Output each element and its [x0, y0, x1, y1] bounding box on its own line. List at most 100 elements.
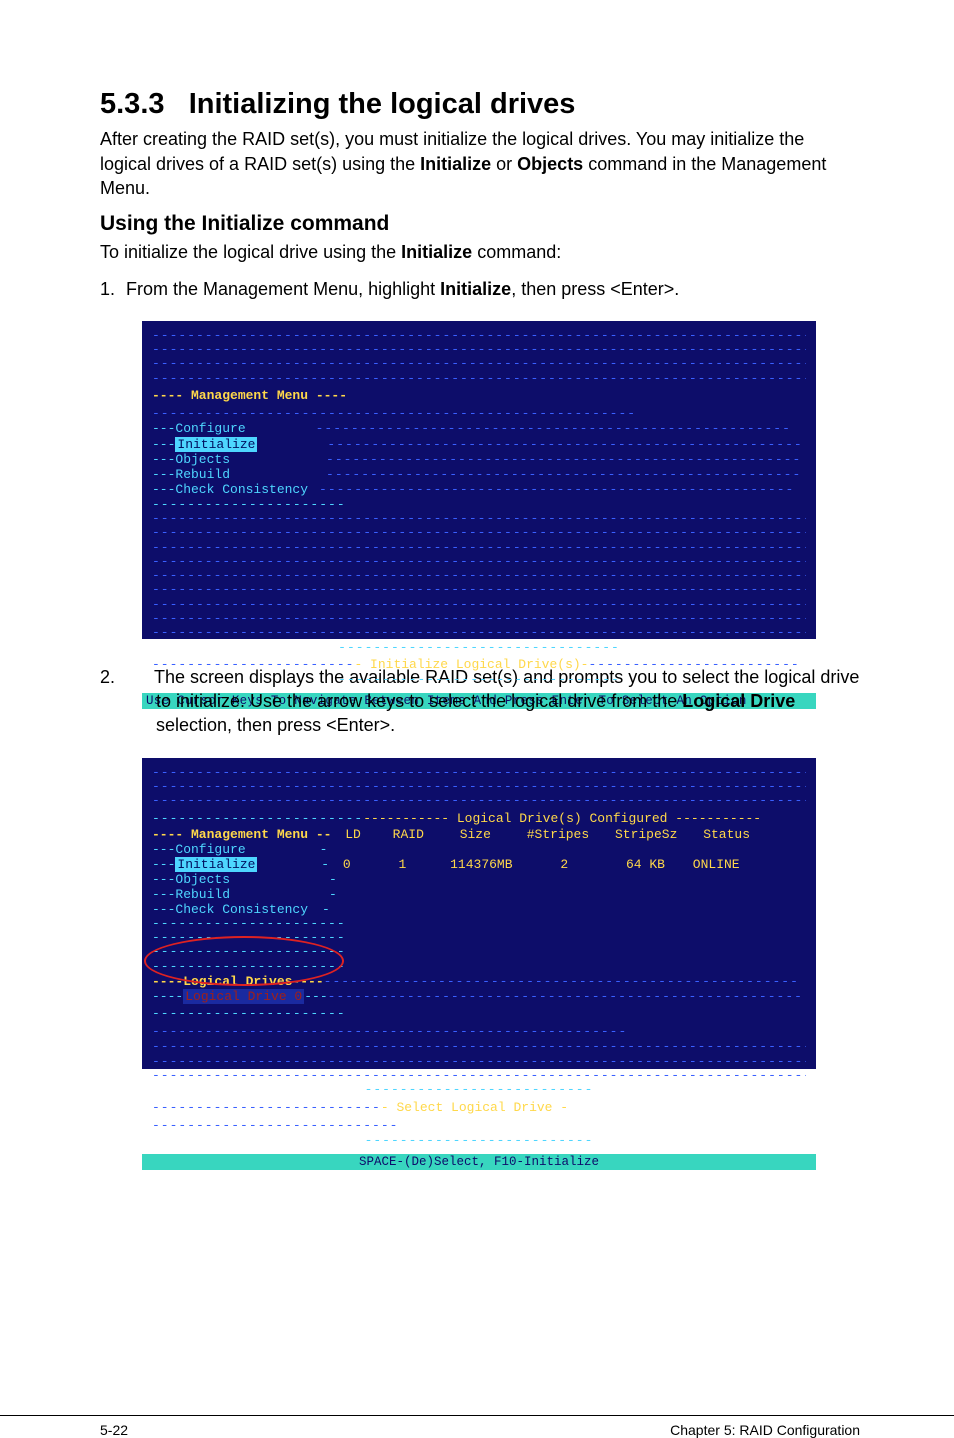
deco-line: ----------------------------	[152, 1118, 398, 1133]
heading-title: Initializing the logical drives	[189, 88, 576, 120]
sub-intro-bold: Initialize	[401, 242, 472, 262]
col-raid: RAID	[393, 827, 424, 842]
deco-line: ----------------------------------------…	[326, 452, 801, 467]
menu-objects-text: ---Objects	[152, 452, 230, 467]
deco-line: ----------------------	[152, 917, 806, 931]
menu-rebuild-text: ---Rebuild	[152, 467, 230, 482]
menu-check-text: ---Check Consistency	[152, 482, 308, 497]
ldrive0-text: Logical Drive 0	[183, 989, 304, 1004]
deco-line: ----------------------------------------…	[152, 541, 806, 555]
terminal-screenshot-2: ----------------------------------------…	[140, 756, 818, 1071]
deco-line: ----------------------------------------…	[152, 372, 806, 386]
col-size: Size	[460, 827, 491, 842]
deco-line: ----------------------------------------…	[152, 512, 806, 526]
terminal-2-inner: ----------------------------------------…	[142, 758, 816, 1154]
menu-configure-text: ---Configure	[152, 842, 246, 857]
deco-line: ----------------------------------------…	[327, 437, 802, 452]
deco-line: --------------------------	[152, 1083, 806, 1097]
deco-line: ----------------------------------------…	[152, 343, 806, 357]
heading-number: 5.3.3	[100, 88, 165, 120]
page: 5.3.3 Initializing the logical drives Af…	[0, 0, 954, 1400]
banner-row-2: --------------------------- Select Logic…	[152, 1098, 806, 1134]
col-status: Status	[703, 827, 750, 842]
col-nstripes: #Stripes	[527, 827, 589, 842]
deco-line: ----------------------------------------…	[152, 626, 806, 640]
sub-intro-before: To initialize the logical drive using th…	[100, 242, 401, 262]
menu-item-rebuild: ---Rebuild-	[152, 887, 806, 902]
deco-line: ----------------------------------------…	[324, 974, 799, 989]
menu-item-configure: ---Configure ----------------------------…	[152, 421, 806, 436]
deco-line: ----------------------------------------…	[316, 421, 791, 436]
step-1: 1.From the Management Menu, highlight In…	[100, 277, 860, 301]
sub-heading: Using the Initialize command	[100, 212, 860, 236]
menu-rebuild-text: ---Rebuild	[152, 887, 230, 902]
section-heading: 5.3.3 Initializing the logical drives	[100, 88, 860, 121]
deco-line: ----------------------------------------…	[152, 406, 636, 421]
deco-line: ----------------------------------------…	[152, 329, 806, 343]
menu-block: ---- Management Menu ---- ---------------…	[152, 386, 806, 421]
deco-line: ----------------------------------------…	[152, 1024, 627, 1039]
menu-item-objects: ---Objects ------------------------------…	[152, 452, 806, 467]
deco-line: ------------------------	[588, 657, 799, 672]
step1-after: , then press <Enter>.	[511, 279, 679, 299]
menu-item-rebuild: ---Rebuild ------------------------------…	[152, 467, 806, 482]
deco-line: ----------------------------------------…	[152, 1055, 806, 1069]
menu-initialize-selected: Initialize	[175, 437, 257, 452]
menu-title: ---- Management Menu ----	[152, 388, 347, 403]
menu-item-configure: ---Configure-	[152, 842, 806, 857]
cell-nstripes: 2	[560, 857, 568, 872]
cell-ld: 0	[343, 857, 351, 872]
sub-intro-after: command:	[472, 242, 561, 262]
deco-line: ----------------------	[152, 498, 806, 512]
intro-bold-objects: Objects	[517, 154, 583, 174]
page-footer: 5-22 Chapter 5: RAID Configuration	[0, 1415, 954, 1438]
deco-line: ----------------------------------------…	[328, 989, 803, 1004]
row-w-deco: ----------------------------------------…	[152, 1004, 806, 1040]
deco-line: ----------------------------------------…	[152, 780, 806, 794]
logical-drive-0: ----Logical Drive 0---------------------…	[152, 989, 806, 1004]
banner-row: ------------------------ Initialize Logi…	[152, 655, 806, 673]
menu-objects-text: ---Objects	[152, 872, 230, 887]
menu-item-initialize: ---Initialize---------------------------…	[152, 437, 806, 452]
intro-bold-initialize: Initialize	[420, 154, 491, 174]
footer-page-number: 5-22	[100, 1422, 128, 1438]
table-row: ---Initialize - 0 1 114376MB 2 64 KB ONL…	[152, 857, 806, 872]
menu-item-objects: ---Objects-	[152, 872, 806, 887]
menu-item-check: ---Check Consistency-	[152, 902, 806, 917]
menu-check-text: ---Check Consistency	[152, 902, 308, 917]
table-header: ---- Management Menu -- LD RAID Size #St…	[152, 827, 806, 842]
deco-line: ----------------------------------------…	[152, 766, 806, 780]
deco-line: ----------------------------------------…	[326, 467, 801, 482]
deco-line: ------------------------	[152, 811, 363, 826]
menu-title-2: ---- Management Menu --	[152, 827, 331, 842]
deco-line: ----------------------------------------…	[152, 583, 806, 597]
cell-size: 114376MB	[450, 857, 512, 872]
menu-item-check: ---Check Consistency--------------------…	[152, 482, 806, 497]
sub-intro: To initialize the logical drive using th…	[100, 240, 860, 264]
col-stripesz: StripeSz	[615, 827, 677, 842]
deco-line: ----------------------------------------…	[152, 357, 806, 371]
banner-text-2: - Select Logical Drive -	[381, 1100, 568, 1115]
deco-line: ----------------------------------------…	[152, 1040, 806, 1054]
step1-before: From the Management Menu, highlight	[126, 279, 440, 299]
deco-line: --------------------------------	[152, 673, 806, 687]
intro-mid: or	[491, 154, 517, 174]
deco-line: -----------------------	[152, 657, 354, 672]
menu-initialize-selected: Initialize	[175, 857, 257, 872]
menu-configure-text: ---Configure	[152, 421, 246, 436]
deco-line: ----------------------------------------…	[152, 1069, 806, 1083]
deco-line: --------------------------------	[152, 641, 806, 655]
terminal-screenshot-1: ----------------------------------------…	[140, 319, 818, 641]
deco-line: --------------------------	[152, 1100, 381, 1115]
deco-line: ----------------------------------------…	[152, 612, 806, 626]
col-ld: LD	[345, 827, 361, 842]
step2-bold: Logical Drive	[682, 691, 795, 711]
deco-line: ----------------------------------------…	[152, 794, 806, 808]
deco-line: ----------------------------------------…	[152, 526, 806, 540]
status-bar-2: SPACE-(De)Select, F10-Initialize	[142, 1154, 816, 1170]
step2-after: selection, then press <Enter>.	[156, 715, 395, 735]
deco-line: --------------------------	[152, 1134, 806, 1148]
banner-text: - Initialize Logical Drive(s)-	[354, 657, 588, 672]
intro-paragraph: After creating the RAID set(s), you must…	[100, 127, 860, 200]
cell-status: ONLINE	[693, 857, 740, 872]
